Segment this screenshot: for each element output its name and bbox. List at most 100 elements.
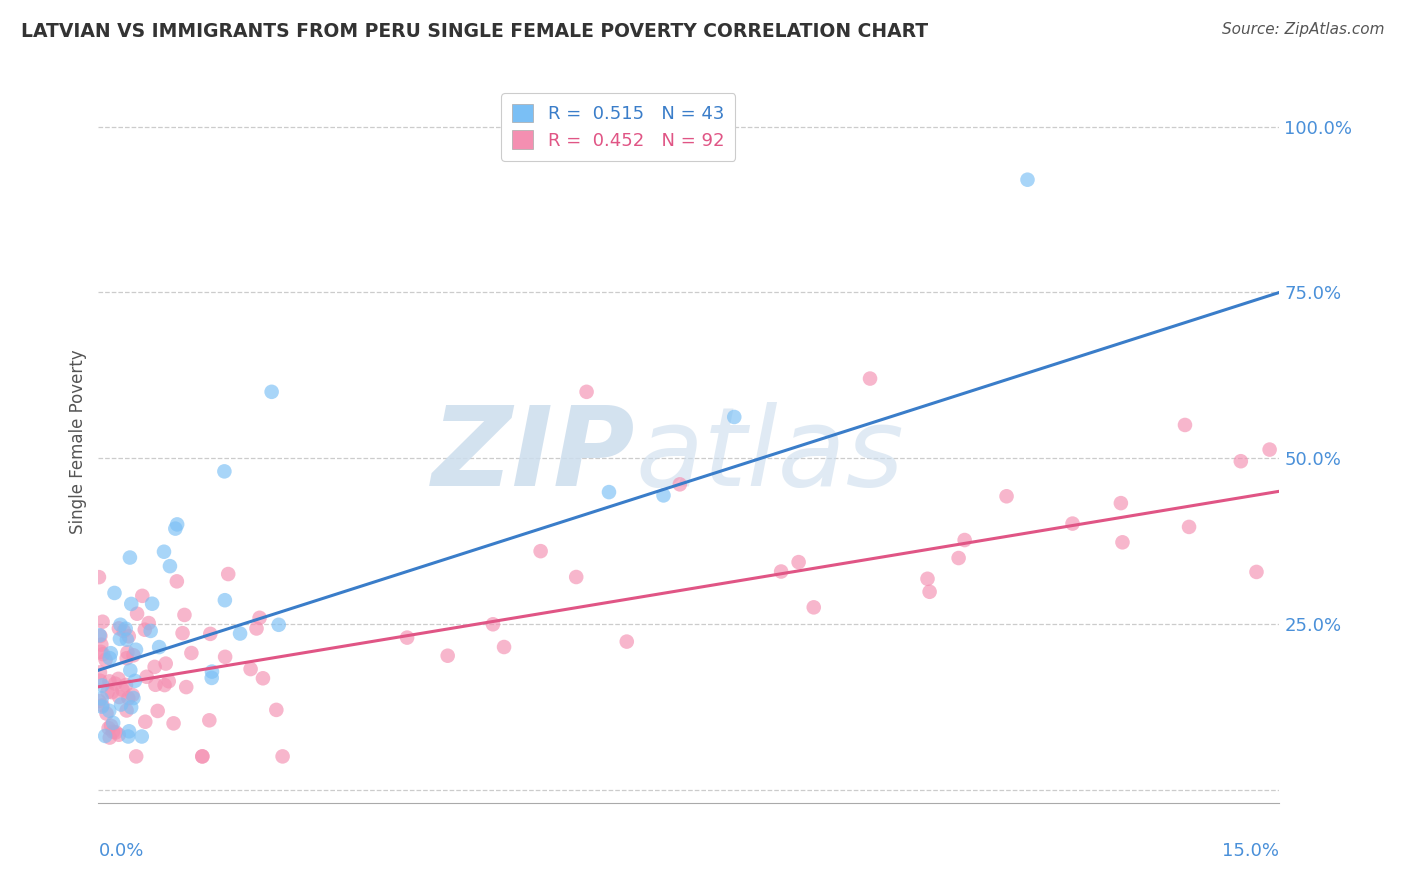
Point — [1109, 496, 1132, 510]
Point — [103, 715, 125, 730]
Point — [91, 678, 114, 692]
Point — [669, 477, 692, 491]
Point — [124, 673, 146, 688]
Point — [575, 384, 598, 399]
Point — [172, 626, 194, 640]
Point — [98, 704, 121, 718]
Point — [917, 572, 939, 586]
Point — [162, 716, 184, 731]
Point — [91, 615, 114, 629]
Point — [117, 645, 139, 659]
Text: LATVIAN VS IMMIGRANTS FROM PERU SINGLE FEMALE POVERTY CORRELATION CHART: LATVIAN VS IMMIGRANTS FROM PERU SINGLE F… — [21, 22, 928, 41]
Point — [134, 623, 156, 637]
Point — [120, 700, 142, 714]
Point — [396, 631, 419, 645]
Point — [173, 607, 195, 622]
Point — [91, 698, 114, 713]
Point — [267, 617, 290, 632]
Point — [245, 622, 267, 636]
Point — [89, 629, 111, 643]
Point — [110, 698, 132, 712]
Point — [101, 724, 124, 739]
Point — [115, 651, 138, 665]
Point — [436, 648, 458, 663]
Point — [104, 725, 127, 739]
Point — [214, 649, 236, 664]
Point — [118, 724, 141, 739]
Point — [138, 616, 160, 631]
Point — [139, 624, 162, 638]
Point — [157, 674, 180, 689]
Point — [201, 671, 224, 685]
Point — [107, 672, 129, 686]
Point — [598, 485, 620, 500]
Point — [198, 714, 221, 728]
Point — [98, 651, 121, 665]
Point — [652, 488, 675, 502]
Point — [108, 632, 131, 646]
Point — [153, 678, 176, 692]
Point — [1174, 417, 1197, 432]
Point — [131, 730, 153, 744]
Point — [803, 600, 825, 615]
Point — [90, 638, 112, 652]
Point — [89, 628, 111, 642]
Text: atlas: atlas — [636, 402, 904, 509]
Point — [494, 640, 516, 654]
Point — [180, 646, 202, 660]
Point — [1258, 442, 1281, 457]
Point — [191, 749, 214, 764]
Point — [108, 690, 131, 704]
Point — [117, 730, 139, 744]
Text: 0.0%: 0.0% — [98, 842, 143, 860]
Point — [118, 550, 141, 565]
Point — [107, 728, 129, 742]
Point — [859, 371, 882, 385]
Point — [122, 648, 145, 663]
Point — [214, 593, 236, 607]
Point — [97, 721, 120, 735]
Point — [118, 629, 141, 643]
Point — [530, 544, 553, 558]
Point — [91, 699, 114, 714]
Point — [143, 660, 166, 674]
Point — [89, 673, 111, 688]
Text: Source: ZipAtlas.com: Source: ZipAtlas.com — [1222, 22, 1385, 37]
Text: 15.0%: 15.0% — [1222, 842, 1279, 860]
Point — [110, 617, 132, 632]
Point — [146, 704, 169, 718]
Point — [1246, 565, 1268, 579]
Point — [482, 617, 505, 632]
Point — [94, 729, 117, 743]
Point — [723, 409, 745, 424]
Point — [155, 657, 177, 671]
Point — [98, 731, 121, 745]
Text: ZIP: ZIP — [432, 402, 636, 509]
Point — [200, 627, 222, 641]
Point — [135, 670, 157, 684]
Point — [96, 706, 118, 721]
Point — [174, 680, 197, 694]
Point — [89, 665, 111, 680]
Point — [191, 749, 214, 764]
Point — [266, 703, 288, 717]
Point — [125, 607, 148, 621]
Point — [229, 626, 252, 640]
Point — [217, 567, 239, 582]
Point — [125, 749, 148, 764]
Point — [565, 570, 588, 584]
Point — [918, 584, 941, 599]
Point — [100, 719, 122, 733]
Legend: R =  0.515   N = 43, R =  0.452   N = 92: R = 0.515 N = 43, R = 0.452 N = 92 — [501, 93, 735, 161]
Point — [1062, 516, 1084, 531]
Point — [90, 645, 112, 659]
Point — [787, 555, 810, 569]
Point — [201, 665, 224, 679]
Point — [948, 551, 970, 566]
Y-axis label: Single Female Poverty: Single Female Poverty — [69, 350, 87, 533]
Point — [100, 646, 122, 660]
Point — [252, 671, 274, 685]
Point — [214, 464, 236, 478]
Point — [153, 545, 176, 559]
Point — [103, 586, 125, 600]
